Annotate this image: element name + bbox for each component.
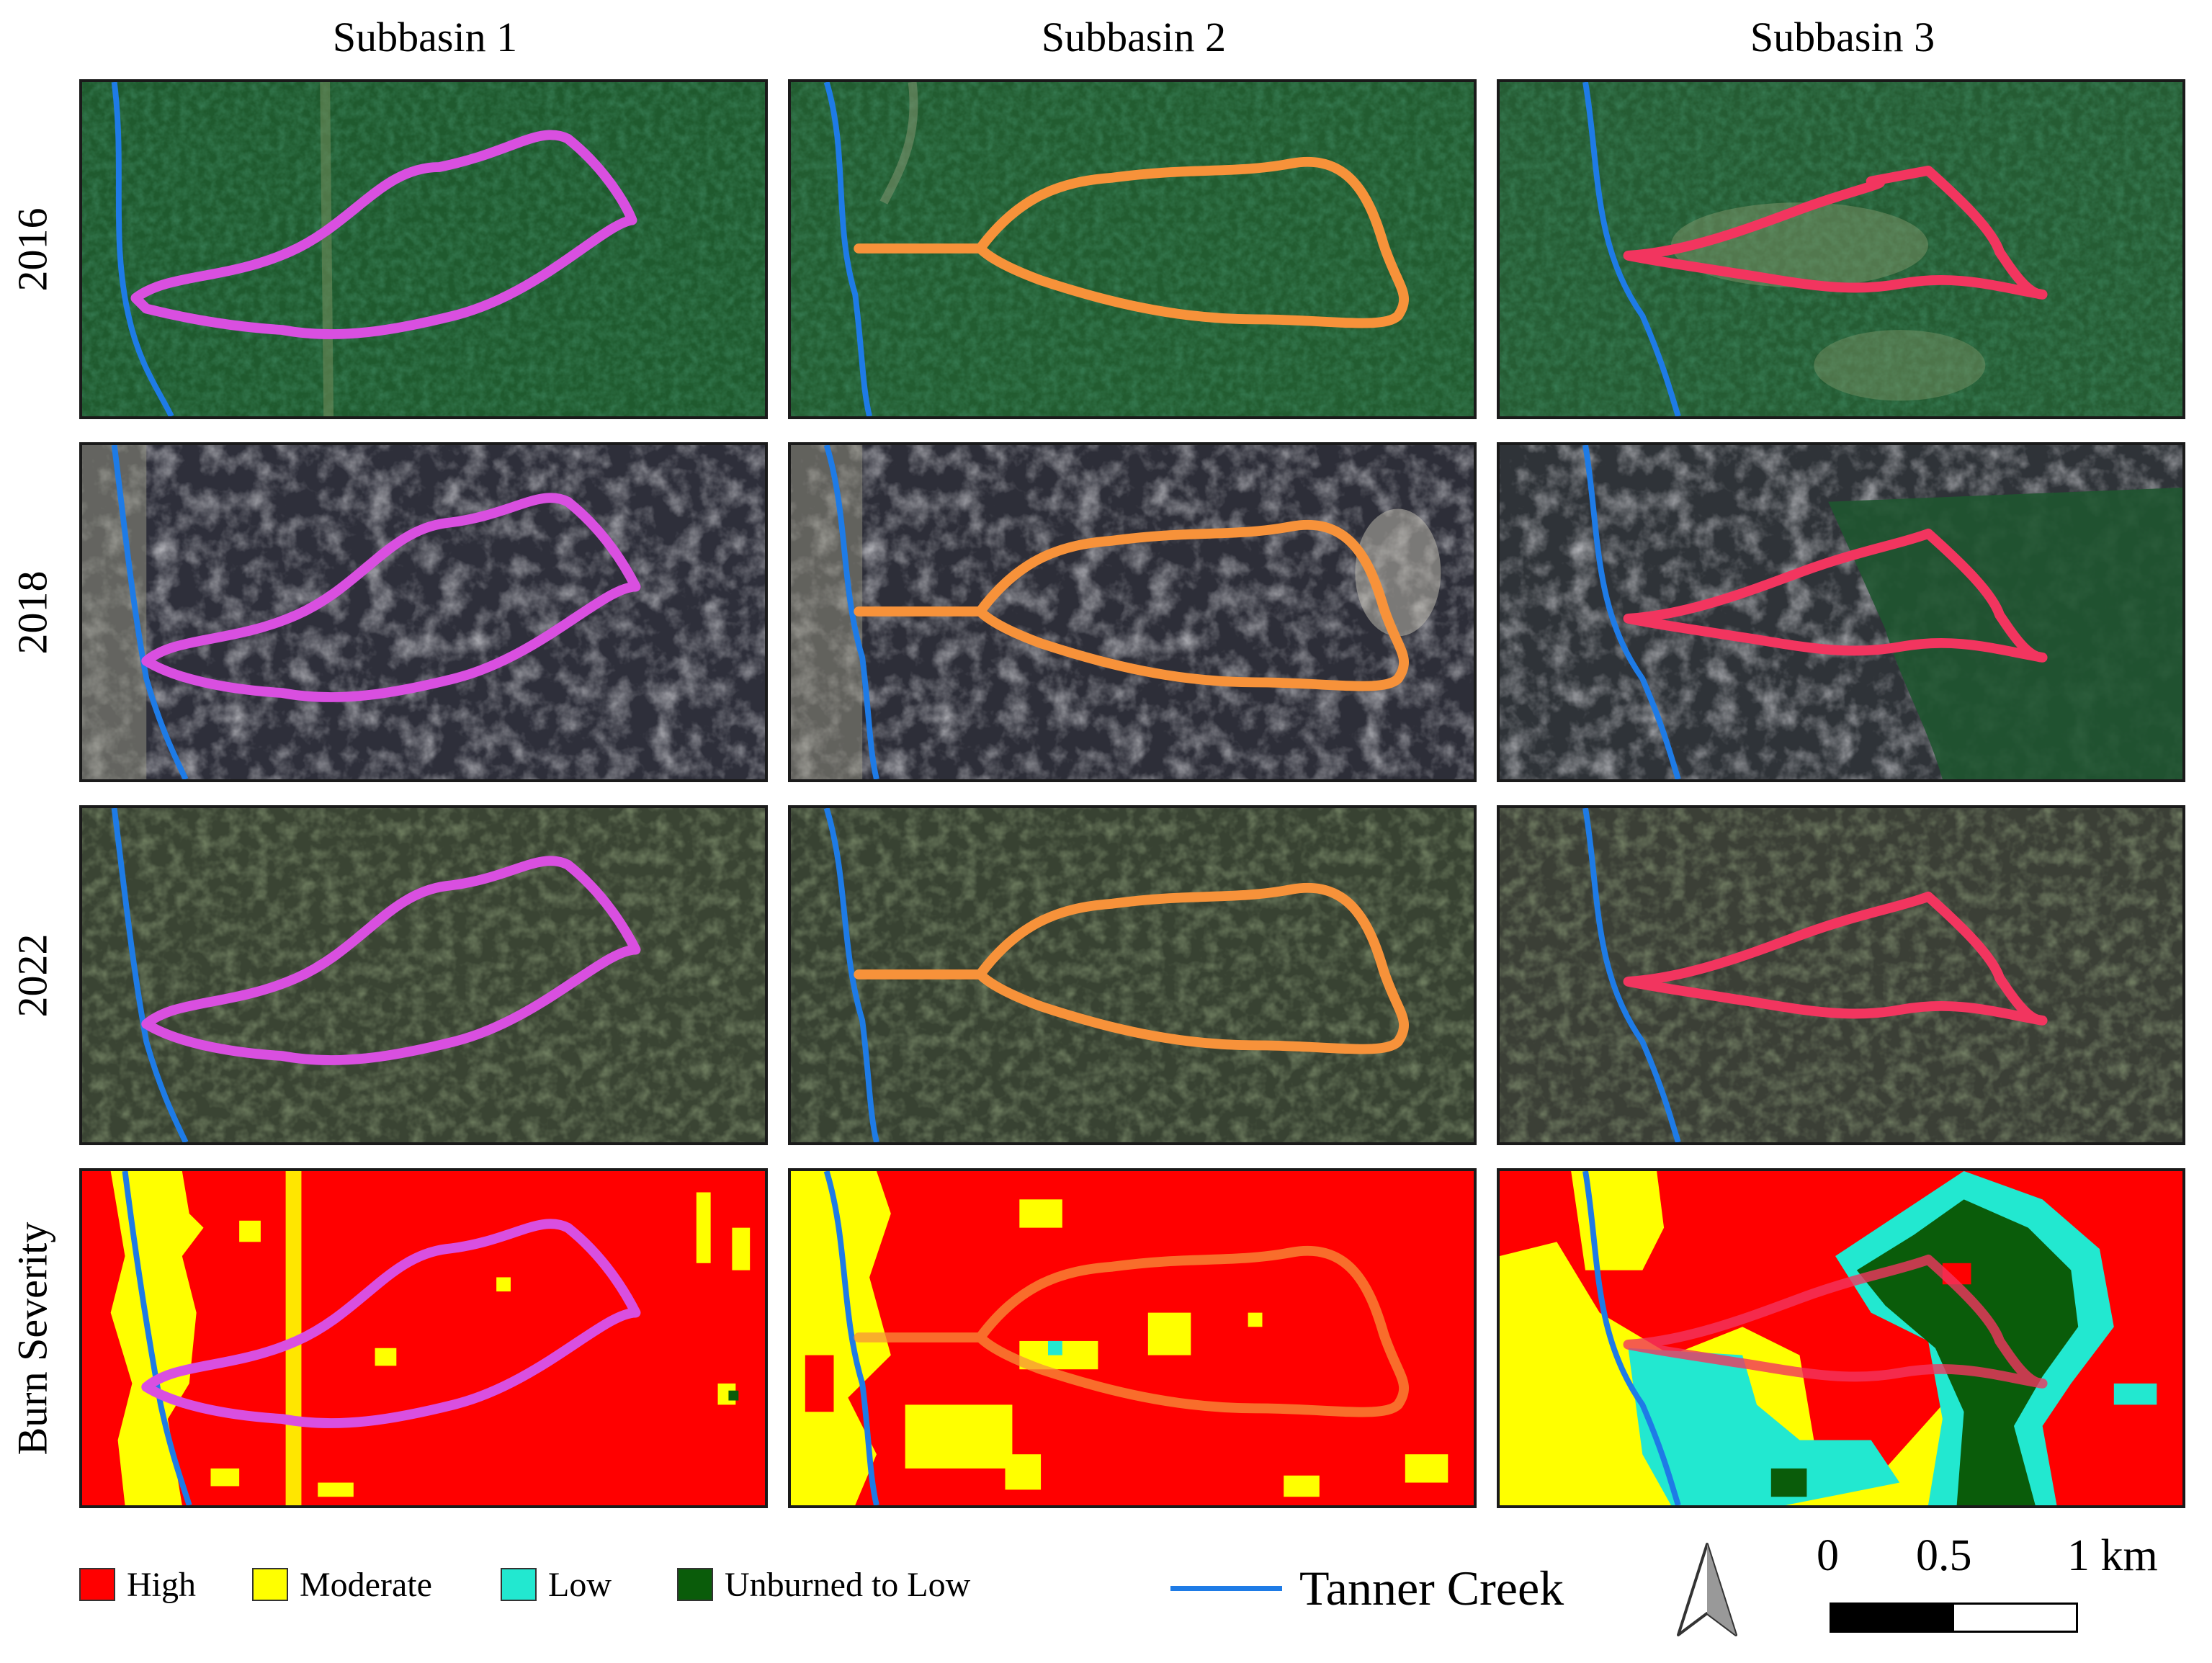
map-2022-subbasin-2 bbox=[788, 805, 1477, 1145]
legend-unburned: Unburned to Low bbox=[677, 1563, 970, 1606]
map-2018-subbasin-1 bbox=[79, 442, 768, 782]
creek-legend: Tanner Creek bbox=[1170, 1561, 1564, 1615]
row-title-2022: 2022 bbox=[9, 933, 56, 1017]
burn-severity-subbasin-2 bbox=[788, 1168, 1477, 1508]
map-2018-subbasin-2 bbox=[788, 442, 1477, 782]
column-title-subbasin-2: Subbasin 2 bbox=[1041, 14, 1227, 60]
scale-bar-white bbox=[1953, 1605, 2076, 1631]
legend-high: High bbox=[79, 1563, 196, 1606]
scale-tick-0: 0 bbox=[1817, 1531, 1839, 1580]
legend-low: Low bbox=[501, 1563, 612, 1606]
legend-unburned-swatch bbox=[677, 1568, 713, 1601]
column-title-subbasin-1: Subbasin 1 bbox=[332, 14, 518, 60]
row-title-burn-severity: Burn Severity bbox=[9, 1222, 56, 1455]
row-title-2016: 2016 bbox=[9, 207, 56, 291]
scale-tick-1km: 1 km bbox=[2067, 1531, 2158, 1580]
creek-label: Tanner Creek bbox=[1299, 1560, 1564, 1615]
scale-bar bbox=[1830, 1603, 2078, 1633]
creek-line-symbol bbox=[1170, 1585, 1282, 1591]
map-2022-subbasin-1 bbox=[79, 805, 768, 1145]
column-title-subbasin-3: Subbasin 3 bbox=[1750, 14, 1935, 60]
legend-moderate-swatch bbox=[252, 1568, 288, 1601]
legend-moderate: Moderate bbox=[252, 1563, 432, 1606]
map-2022-subbasin-3 bbox=[1497, 805, 2185, 1145]
scale-bar-black bbox=[1832, 1605, 1954, 1631]
burn-severity-subbasin-3 bbox=[1497, 1168, 2185, 1508]
map-2018-subbasin-3 bbox=[1497, 442, 2185, 782]
map-2016-subbasin-1 bbox=[79, 79, 768, 419]
map-2016-subbasin-3 bbox=[1497, 79, 2185, 419]
burn-severity-subbasin-1 bbox=[79, 1168, 768, 1508]
north-arrow-icon bbox=[1677, 1543, 1737, 1636]
legend-low-swatch bbox=[501, 1568, 537, 1601]
map-2016-subbasin-2 bbox=[788, 79, 1477, 419]
scale-tick-0-5: 0.5 bbox=[1916, 1531, 1972, 1580]
row-title-2018: 2018 bbox=[9, 570, 56, 654]
legend-high-swatch bbox=[79, 1568, 115, 1601]
